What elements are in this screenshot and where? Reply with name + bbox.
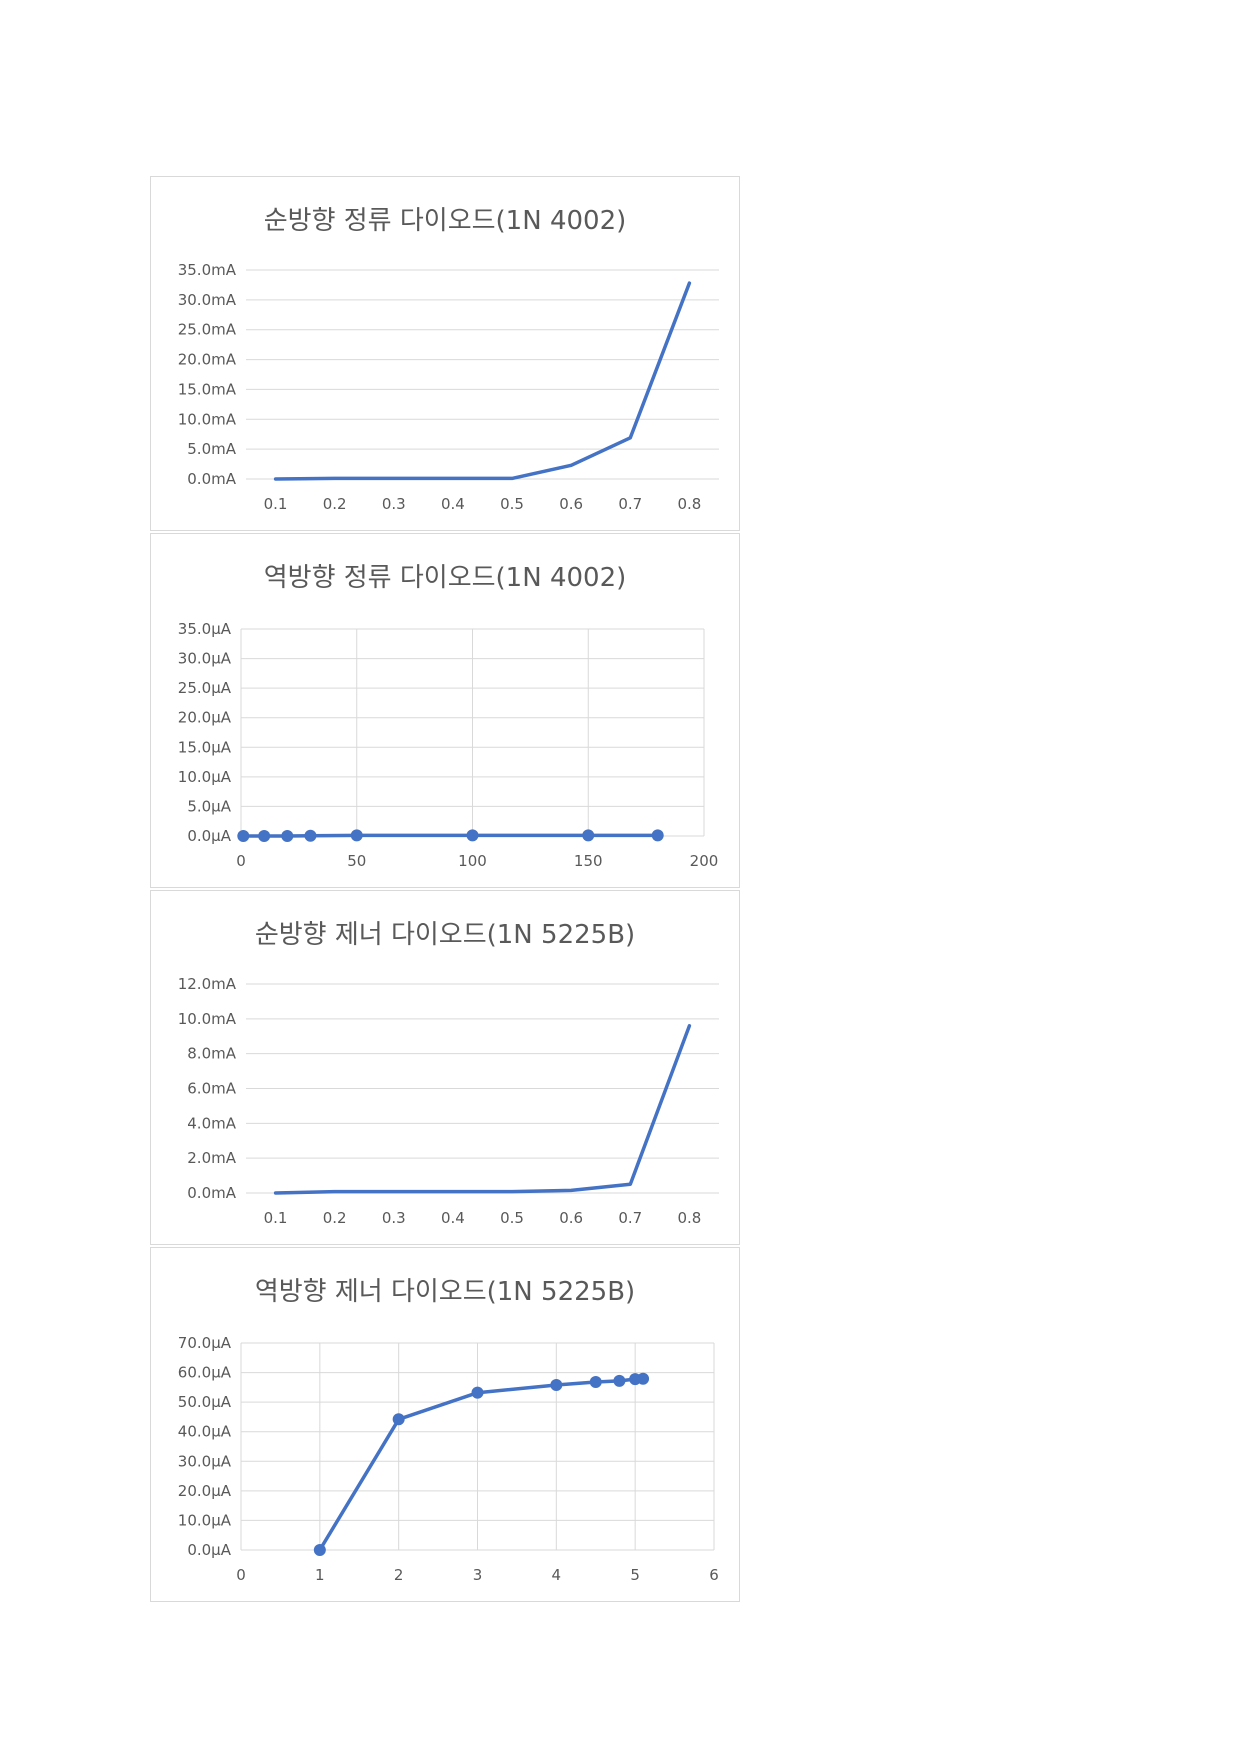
y-tick-label: 60.0µA	[178, 1364, 232, 1382]
chart-reverse-rectifier: 역방향 정류 다이오드(1N 4002) 0.0µA 5.0µA 10.0µA 15.0…	[178, 563, 719, 870]
x-tick-label: 5	[630, 1566, 640, 1584]
x-tick-label: 0.3	[382, 1209, 406, 1227]
x-tick-label: 200	[690, 852, 719, 870]
chart-panel-reverse-zener: 역방향 제너 다이오드(1N 5225B) 0.0µA 10.0µA 20.0µA 30…	[150, 1247, 740, 1602]
y-tick-label: 6.0mA	[187, 1080, 236, 1098]
chart-panel-reverse-rectifier: 역방향 정류 다이오드(1N 4002) 0.0µA 5.0µA 10.0µA 15.0…	[150, 533, 740, 888]
chart-title: 역방향 정류 다이오드(1N 4002)	[264, 563, 627, 593]
x-tick-label: 6	[709, 1566, 719, 1584]
data-point	[471, 1386, 484, 1399]
x-tick-label: 3	[473, 1566, 483, 1584]
y-tick-label: 20.0µA	[178, 1482, 232, 1500]
chart-panel-forward-rectifier: 순방향 정류 다이오드(1N 4002) 0.0mA 5.0mA 10.0mA 15.0…	[150, 176, 740, 531]
chart-title: 순방향 정류 다이오드(1N 4002)	[264, 206, 627, 236]
x-tick-label: 0.5	[500, 495, 524, 513]
y-tick-label: 30.0µA	[178, 650, 232, 668]
x-tick-label: 50	[347, 852, 366, 870]
chart-panel-forward-zener: 순방향 제너 다이오드(1N 5225B) 0.0mA 2.0mA 4.0mA 6.0m…	[150, 890, 740, 1245]
x-tick-label: 0.5	[500, 1209, 524, 1227]
chart-title: 역방향 제너 다이오드(1N 5225B)	[255, 1277, 635, 1307]
y-tick-label: 0.0µA	[187, 1541, 231, 1559]
x-tick-label: 0.3	[382, 495, 406, 513]
x-tick-label: 0.4	[441, 1209, 465, 1227]
y-tick-label: 12.0mA	[178, 975, 237, 993]
series-line	[318, 1377, 645, 1552]
y-tick-label: 30.0mA	[178, 291, 237, 309]
x-tick-label: 0.1	[264, 495, 288, 513]
y-tick-label: 30.0µA	[178, 1452, 232, 1470]
x-tick-label: 0.6	[559, 495, 583, 513]
y-tick-label: 15.0µA	[178, 738, 232, 756]
y-tick-label: 2.0mA	[187, 1149, 236, 1167]
y-tick-label: 50.0µA	[178, 1393, 232, 1411]
y-tick-label: 5.0µA	[187, 797, 231, 815]
y-tick-label: 15.0mA	[178, 380, 237, 398]
y-tick-label: 0.0mA	[187, 1184, 236, 1202]
data-point	[281, 830, 294, 842]
y-tick-label: 35.0µA	[178, 620, 232, 638]
x-tick-label: 0.4	[441, 495, 465, 513]
x-tick-label: 0.2	[323, 1209, 347, 1227]
chart-title: 순방향 제너 다이오드(1N 5225B)	[255, 920, 635, 950]
x-tick-label: 0	[236, 1566, 246, 1584]
y-tick-label: 5.0mA	[187, 440, 236, 458]
y-tick-label: 20.0µA	[178, 709, 232, 727]
chart-reverse-zener: 역방향 제너 다이오드(1N 5225B)0.0µA10.0µA20.0µA30…	[178, 1277, 719, 1584]
x-tick-label: 0.2	[323, 495, 347, 513]
y-tick-label: 0.0mA	[187, 470, 236, 488]
x-tick-label: 0.7	[618, 495, 642, 513]
y-tick-label: 40.0µA	[178, 1423, 232, 1441]
data-point	[304, 829, 317, 842]
data-point	[582, 829, 595, 842]
data-point	[237, 830, 250, 842]
series-line	[273, 281, 692, 481]
chart-forward-zener: 순방향 제너 다이오드(1N 5225B) 0.0mA 2.0mA 4.0mA 6.0m…	[178, 920, 719, 1227]
data-point	[550, 1378, 563, 1391]
y-tick-label: 20.0mA	[178, 351, 237, 369]
y-tick-label: 0.0µA	[187, 827, 231, 845]
series-line	[273, 1024, 692, 1195]
y-tick-label: 35.0mA	[178, 261, 237, 279]
data-point	[258, 830, 271, 842]
x-tick-label: 4	[552, 1566, 562, 1584]
x-tick-label: 150	[574, 852, 603, 870]
y-tick-label: 4.0mA	[187, 1114, 236, 1132]
y-tick-label: 8.0mA	[187, 1045, 236, 1063]
data-point	[651, 829, 664, 842]
data-point	[589, 1376, 602, 1389]
data-point	[350, 829, 363, 842]
y-tick-label: 10.0µA	[178, 1511, 232, 1529]
x-tick-label: 2	[394, 1566, 404, 1584]
x-tick-label: 0.8	[678, 495, 702, 513]
y-tick-label: 10.0mA	[178, 410, 237, 428]
data-point	[392, 1413, 405, 1426]
x-tick-label: 1	[315, 1566, 325, 1584]
x-tick-label: 0.6	[559, 1209, 583, 1227]
x-tick-label: 0.1	[264, 1209, 288, 1227]
x-tick-label: 100	[458, 852, 487, 870]
data-point	[313, 1544, 326, 1556]
data-point	[466, 829, 479, 842]
data-point	[637, 1372, 650, 1385]
y-tick-label: 25.0mA	[178, 321, 237, 339]
y-tick-label: 70.0µA	[178, 1334, 232, 1352]
y-tick-label: 25.0µA	[178, 679, 232, 697]
x-tick-label: 0.7	[618, 1209, 642, 1227]
chart-forward-rectifier: 순방향 정류 다이오드(1N 4002) 0.0mA 5.0mA 10.0mA 15.0…	[178, 206, 719, 513]
y-tick-label: 10.0µA	[178, 768, 232, 786]
y-tick-label: 10.0mA	[178, 1010, 237, 1028]
x-tick-label: 0.8	[678, 1209, 702, 1227]
x-tick-label: 0	[236, 852, 246, 870]
data-point	[613, 1374, 626, 1387]
